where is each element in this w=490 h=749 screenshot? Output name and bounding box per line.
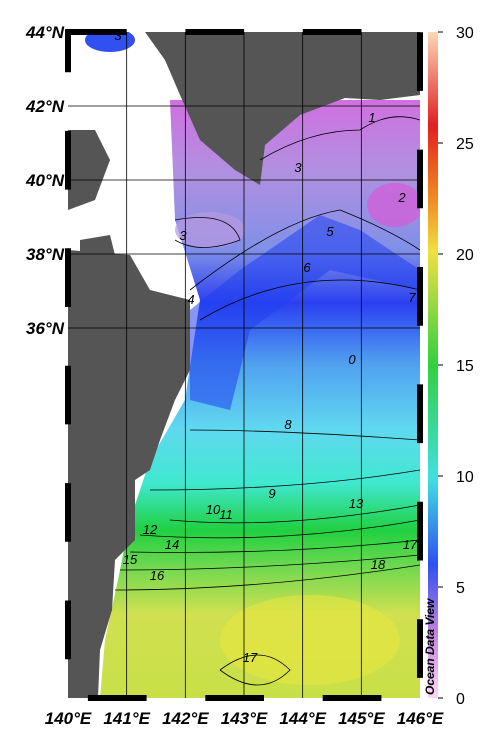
colorbar-label: 15 <box>456 358 474 375</box>
colorbar-label: 0 <box>456 691 465 708</box>
map-frame <box>65 29 423 701</box>
lon-label: 140°E <box>45 709 92 728</box>
contour-label: 0 <box>348 352 356 367</box>
contour-label: 15 <box>123 552 138 567</box>
lat-label: 42°N <box>25 97 65 116</box>
contour-label: 5 <box>326 224 334 239</box>
lon-label: 144°E <box>279 709 326 728</box>
contour-label: 14 <box>165 537 179 552</box>
contour-label: 8 <box>284 417 292 432</box>
contour-label: 17 <box>243 650 258 665</box>
lon-label: 146°E <box>397 709 444 728</box>
credit: Ocean Data View <box>423 598 437 695</box>
lat-label: 38°N <box>26 245 65 264</box>
contour-label: 6 <box>303 260 311 275</box>
colorbar-label: 25 <box>456 136 474 153</box>
lat-label: 44°N <box>25 23 65 42</box>
contour-label: 4 <box>187 292 194 307</box>
contour-label: 9 <box>268 486 275 501</box>
colorbar-label: 20 <box>456 247 474 264</box>
contour-label: 17 <box>403 537 418 552</box>
lat-label: 40°N <box>25 171 65 190</box>
lon-label: 142°E <box>162 709 209 728</box>
contour-label: 2 <box>397 190 406 205</box>
lon-label: 141°E <box>103 709 150 728</box>
lon-label: 145°E <box>338 709 385 728</box>
colorbar-label: 30 <box>456 25 474 42</box>
colorbar <box>428 32 438 698</box>
contour-label: 3 <box>294 160 302 175</box>
contour-label: 3 <box>179 228 187 243</box>
contour-label: 7 <box>408 290 416 305</box>
map-area <box>68 32 420 698</box>
contour-label: 10 <box>206 502 221 517</box>
contour-label: 18 <box>371 557 386 572</box>
lon-label: 143°E <box>221 709 268 728</box>
lat-label: 36°N <box>26 319 65 338</box>
contour-label: 1 <box>368 110 375 125</box>
contour-label: 11 <box>219 507 233 522</box>
contour-label: 12 <box>143 522 158 537</box>
contour-label: 16 <box>150 568 165 583</box>
colorbar-label: 5 <box>456 580 465 597</box>
contour-label: 13 <box>349 496 364 511</box>
contour-label: 3 <box>114 28 122 43</box>
graticule <box>68 32 420 698</box>
colorbar-label: 10 <box>456 469 474 486</box>
